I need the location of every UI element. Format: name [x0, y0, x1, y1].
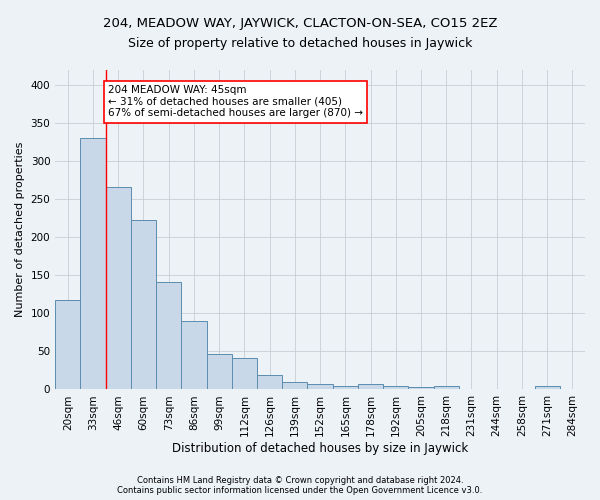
Bar [181, 321, 206, 390]
Text: Contains public sector information licensed under the Open Government Licence v3: Contains public sector information licen… [118, 486, 482, 495]
Bar [358, 384, 383, 390]
Text: Size of property relative to detached houses in Jaywick: Size of property relative to detached ho… [128, 38, 472, 51]
Text: 204 MEADOW WAY: 45sqm
← 31% of detached houses are smaller (405)
67% of semi-det: 204 MEADOW WAY: 45sqm ← 31% of detached … [108, 85, 363, 118]
Bar [131, 220, 156, 390]
Bar [206, 354, 232, 390]
Bar [332, 386, 358, 390]
Text: Contains HM Land Registry data © Crown copyright and database right 2024.: Contains HM Land Registry data © Crown c… [137, 476, 463, 485]
Bar [434, 386, 459, 390]
Bar [383, 386, 409, 390]
X-axis label: Distribution of detached houses by size in Jaywick: Distribution of detached houses by size … [172, 442, 468, 455]
Bar [232, 358, 257, 390]
Bar [307, 384, 332, 390]
Bar [156, 282, 181, 390]
Y-axis label: Number of detached properties: Number of detached properties [15, 142, 25, 318]
Text: 204, MEADOW WAY, JAYWICK, CLACTON-ON-SEA, CO15 2EZ: 204, MEADOW WAY, JAYWICK, CLACTON-ON-SEA… [103, 18, 497, 30]
Bar [55, 300, 80, 390]
Bar [282, 382, 307, 390]
Bar [80, 138, 106, 390]
Bar [257, 375, 282, 390]
Bar [106, 187, 131, 390]
Bar [409, 387, 434, 390]
Bar [535, 386, 560, 390]
